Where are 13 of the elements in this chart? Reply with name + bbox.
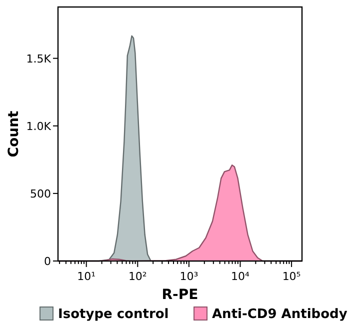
y-tick-label: 1.5K — [26, 52, 52, 66]
x-tick-label: 10¹ — [77, 270, 96, 283]
x-tick-label: 10⁴ — [231, 270, 250, 283]
x-tick-label: 10² — [128, 270, 147, 283]
y-tick-label: 500 — [30, 187, 51, 200]
x-axis-title: R-PE — [162, 287, 198, 303]
x-tick-label: 10⁵ — [282, 270, 301, 283]
y-tick-label: 0 — [44, 255, 51, 268]
y-tick-label: 1.0K — [26, 120, 52, 133]
legend-label: Isotype control — [58, 307, 169, 322]
x-tick-label: 10³ — [180, 270, 198, 283]
y-axis-title: Count — [6, 110, 22, 158]
legend-label: Anti-CD9 Antibody — [212, 307, 348, 322]
